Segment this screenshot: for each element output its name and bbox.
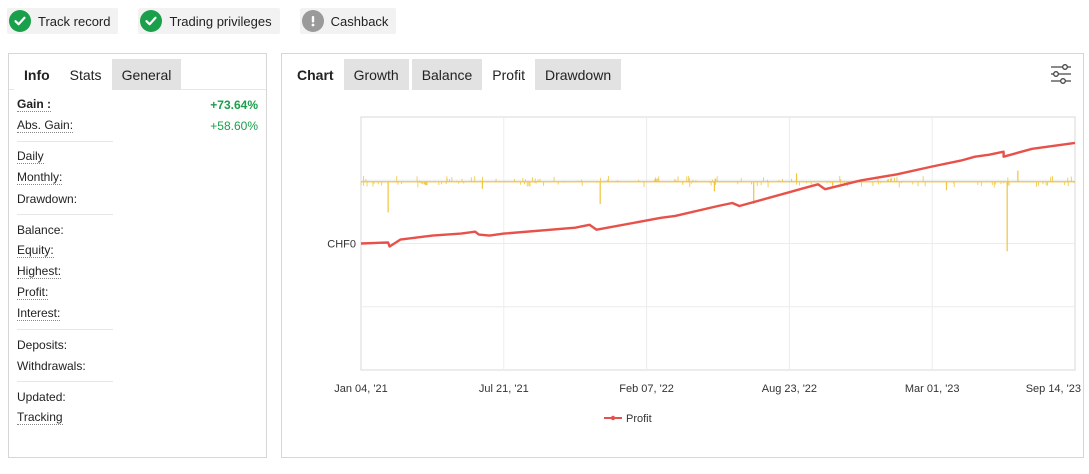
x-tick-label: Jul 21, '21 [479,383,529,395]
stat-monthly-label[interactable]: Monthly: [17,170,63,185]
x-tick-label: Jan 04, '21 [334,383,387,395]
tab-balance[interactable]: Balance [411,59,483,90]
trading-privileges-label: Trading privileges [169,13,272,29]
stats-list: Gain : +73.64% Abs. Gain: +58.60% Daily … [9,90,266,428]
stats-tabs: Info Stats General [9,54,266,90]
stat-tracking: Tracking [17,407,258,428]
stat-drawdown: Drawdown: [17,188,258,209]
profit-chart-svg: CHF0 Jan 04, '21 Jul 21, '21 Feb 07, '22 Aug… [327,116,1081,425]
check-circle-icon [9,10,31,32]
stat-interest: Interest: [17,303,258,324]
cashback-label: Cashback [330,13,389,29]
tab-chart[interactable]: Chart [287,59,344,90]
stat-balance-label: Balance: [17,222,64,237]
tab-profit[interactable]: Profit [482,59,535,90]
profit-line [360,141,1076,248]
stats-panel: Info Stats General Gain : +73.64% Abs. G… [8,53,267,458]
stat-withdrawals-label: Withdrawals: [17,358,86,373]
tab-growth[interactable]: Growth [343,59,409,90]
stat-balance: Balance: [17,219,258,240]
stat-withdrawals: Withdrawals: [17,355,258,376]
stat-profit-label[interactable]: Profit: [17,285,49,300]
track-record-label: Track record [38,13,111,29]
legend-label-profit: Profit [626,413,652,425]
stat-daily: Daily [17,146,258,167]
x-tick-label: Mar 01, '23 [905,383,960,395]
stat-highest-label[interactable]: Highest: [17,264,62,279]
tab-stats[interactable]: Stats [59,59,112,90]
stat-deposits-label: Deposits: [17,337,68,352]
stat-monthly: Monthly: [17,167,258,188]
chart-panel: Chart Growth Balance Profit Drawdown CHF… [281,53,1084,458]
x-tick-label: Sep 14, '23 [1026,383,1081,395]
profit-chart[interactable]: CHF0 Jan 04, '21 Jul 21, '21 Feb 07, '22 Aug… [282,90,1083,457]
divider [17,214,113,215]
stat-gain: Gain : +73.64% [17,94,258,115]
stat-abs-gain-value: +58.60% [210,118,258,133]
stat-tracking-label[interactable]: Tracking [17,410,63,425]
chart-tabs: Chart Growth Balance Profit Drawdown [282,54,1083,90]
x-tick-label: Feb 07, '22 [619,383,674,395]
x-tick-label: Aug 23, '22 [762,383,817,395]
tab-info[interactable]: Info [14,59,60,90]
stat-interest-label[interactable]: Interest: [17,306,61,321]
cashback-badge[interactable]: Cashback [299,8,397,34]
exclamation-circle-icon [301,10,324,32]
divider [17,141,113,142]
stat-gain-value: +73.64% [210,97,258,112]
divider [17,381,113,382]
stat-highest: Highest: [17,261,258,282]
sliders-settings-icon[interactable] [1050,64,1072,84]
stat-updated-label: Updated: [17,389,66,404]
status-badges: Track record Trading privileges Cashback [7,8,397,34]
stat-updated: Updated: [17,386,258,407]
y-tick-label: CHF0 [327,239,356,251]
divider [17,329,113,330]
stat-daily-label[interactable]: Daily [17,149,44,164]
stat-deposits: Deposits: [17,334,258,355]
stat-drawdown-label: Drawdown: [17,191,78,206]
stat-gain-label[interactable]: Gain : [17,97,52,112]
stat-equity: Equity: [17,240,258,261]
stat-abs-gain: Abs. Gain: +58.60% [17,115,258,136]
trading-privileges-badge[interactable]: Trading privileges [138,8,280,34]
check-circle-icon [140,10,163,32]
stat-abs-gain-label[interactable]: Abs. Gain: [17,118,74,133]
legend-marker [610,415,616,421]
track-record-badge[interactable]: Track record [7,8,119,34]
stat-profit: Profit: [17,282,258,303]
stat-equity-label[interactable]: Equity: [17,243,54,258]
tab-drawdown[interactable]: Drawdown [534,59,622,90]
tab-general[interactable]: General [111,59,182,90]
